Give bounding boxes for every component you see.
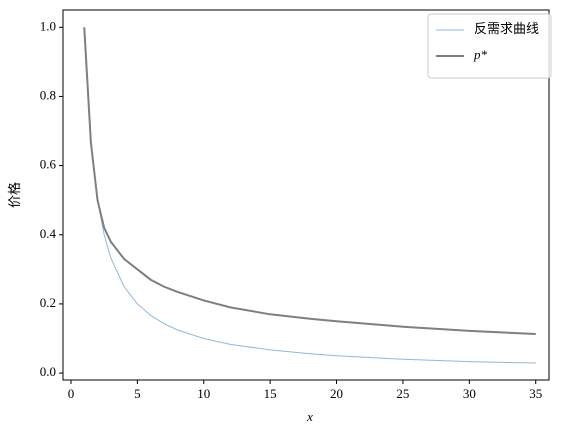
x-tick-label: 20 [330,386,343,401]
x-tick-label: 35 [529,386,542,401]
y-tick-label: 0.6 [40,157,57,172]
x-tick-label: 25 [396,386,409,401]
y-tick-label: 0.0 [40,364,56,379]
x-axis-label: x [306,409,313,424]
x-tick-label: 5 [134,386,141,401]
series-line [83,27,536,364]
x-tick-label: 30 [463,386,476,401]
y-tick-label: 0.8 [40,87,56,102]
x-tick-label: 0 [68,386,75,401]
y-tick-label: 1.0 [40,18,56,33]
legend-label: p* [473,47,488,62]
x-tick-label: 15 [264,386,277,401]
y-axis-label: 价格 [7,182,22,208]
series-line [83,27,536,336]
y-tick-label: 0.4 [40,226,57,241]
y-tick-label: 0.2 [40,295,56,310]
plot-frame [62,9,550,381]
legend-label: 反需求曲线 [474,21,539,36]
x-tick-label: 10 [197,386,210,401]
